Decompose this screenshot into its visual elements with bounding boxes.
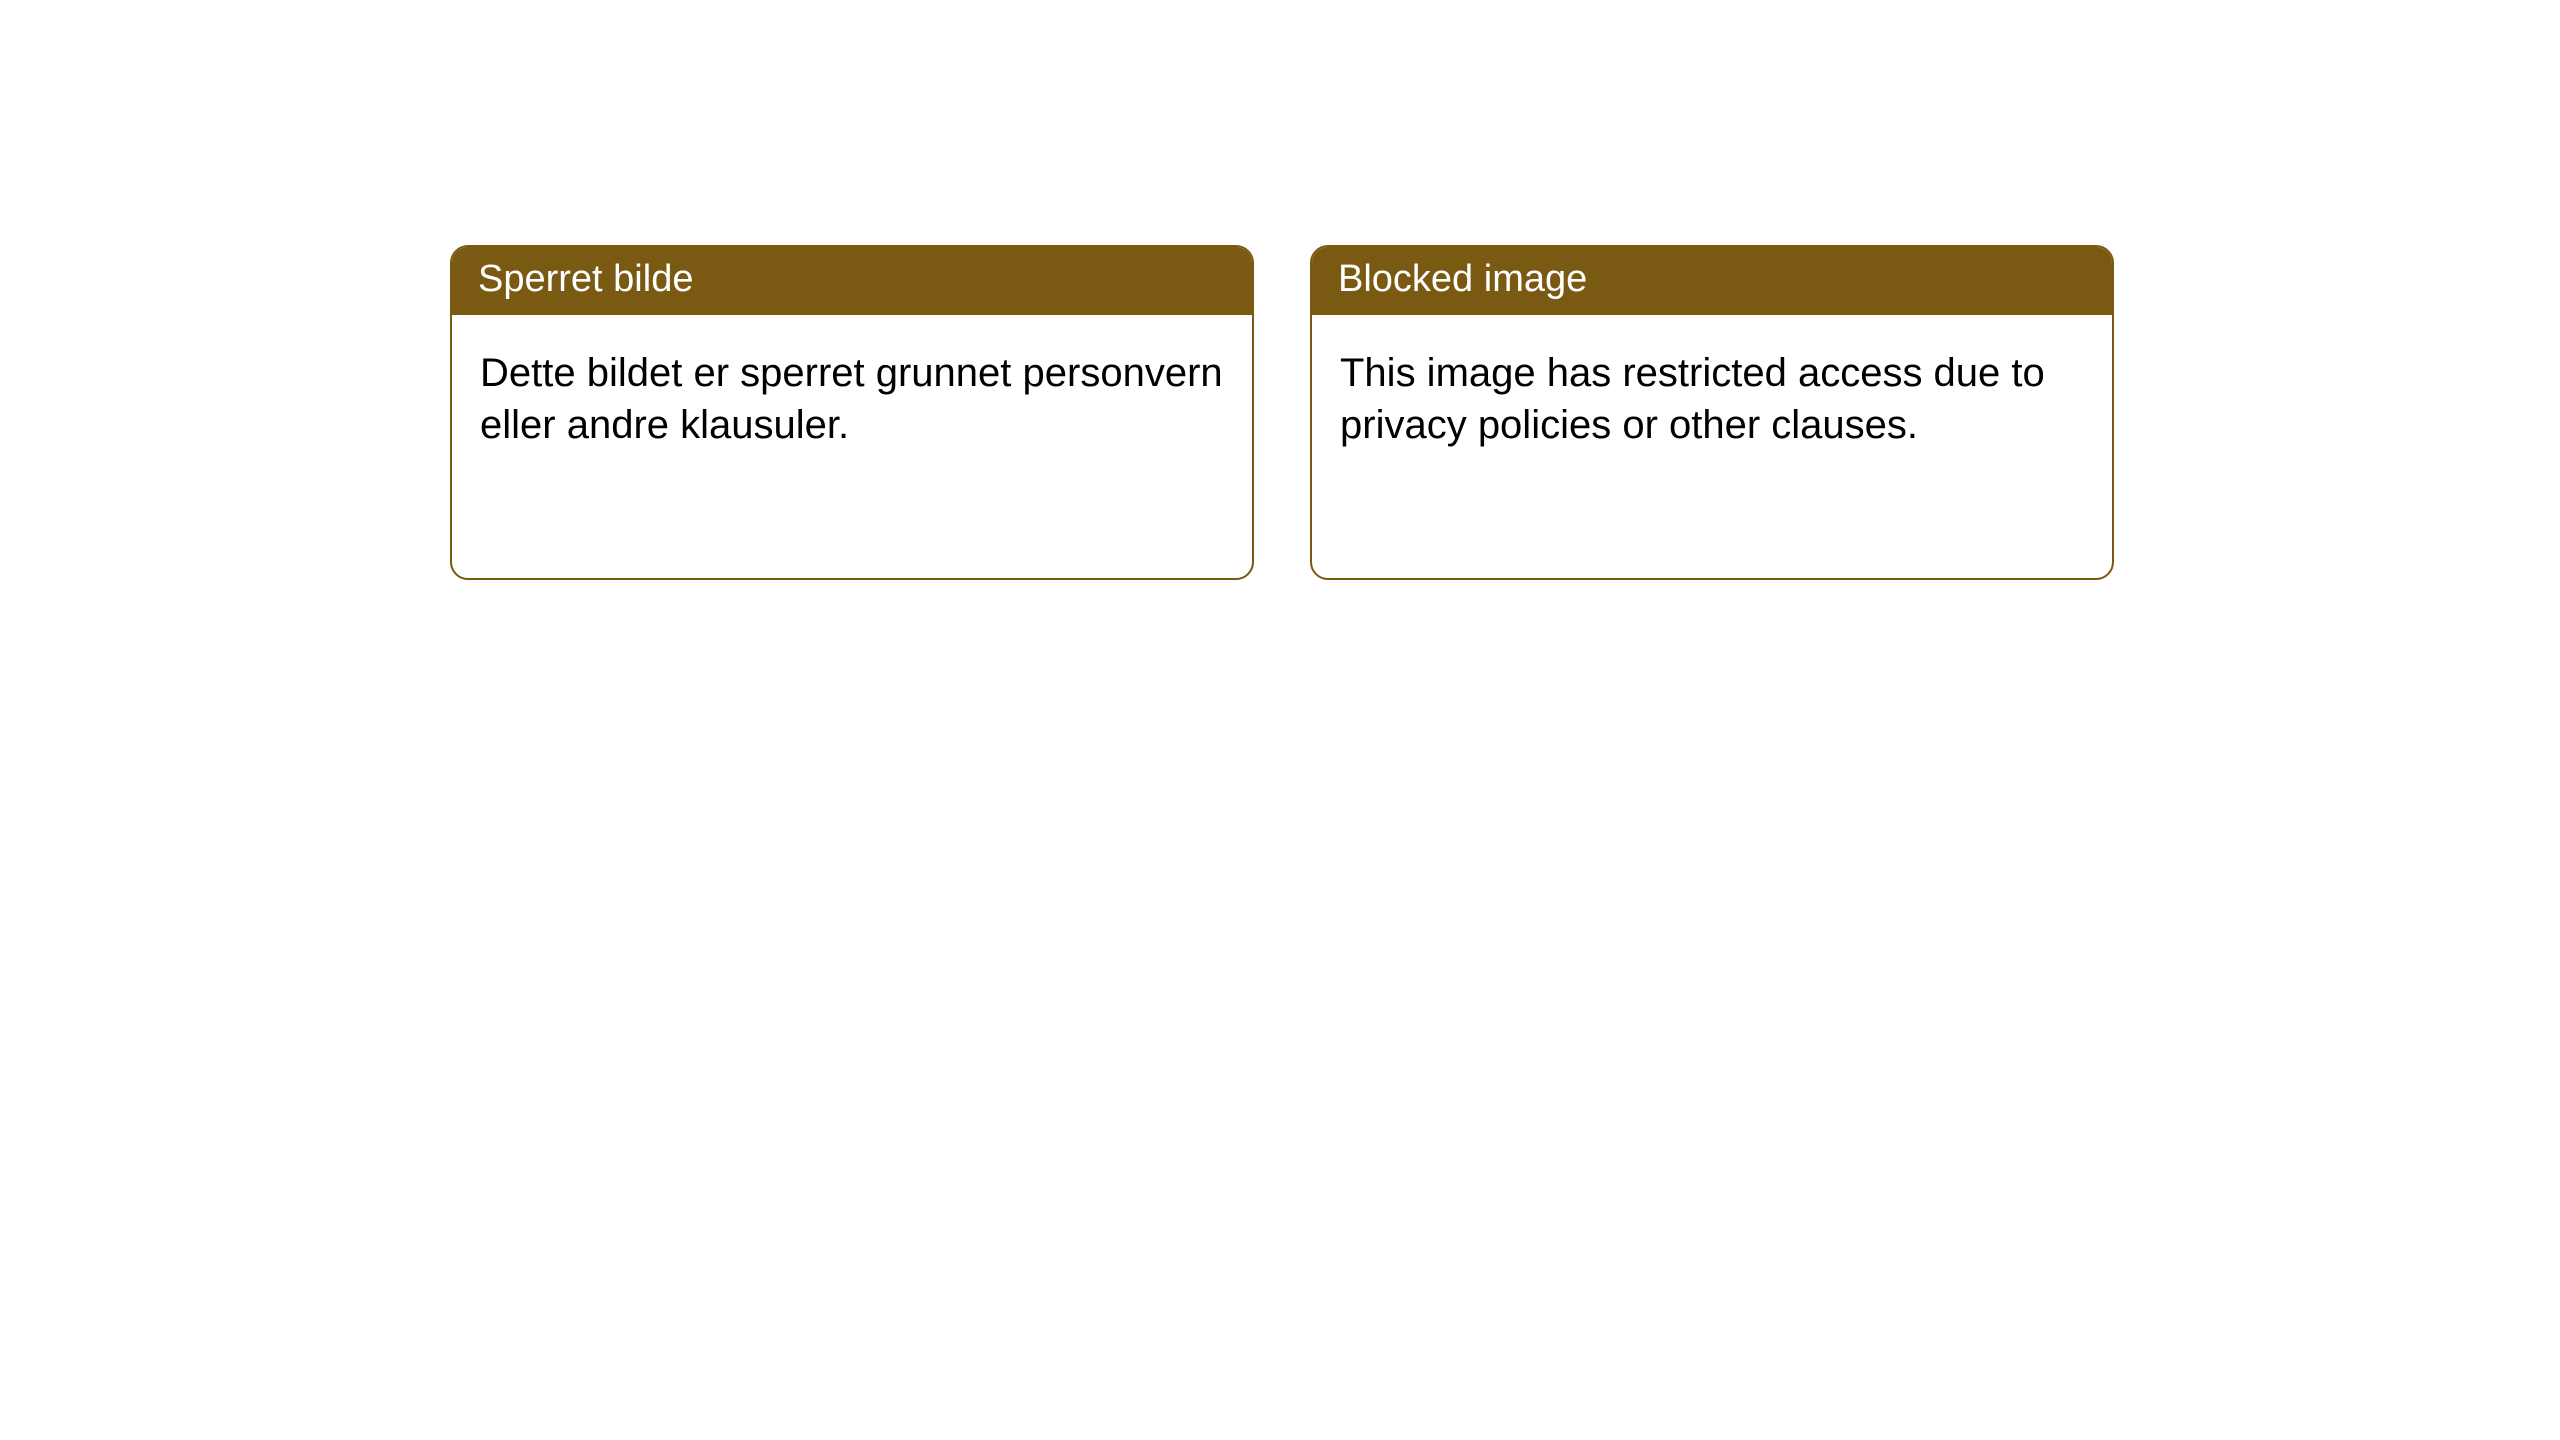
- notice-header-norwegian: Sperret bilde: [452, 247, 1252, 315]
- notice-header-english: Blocked image: [1312, 247, 2112, 315]
- notice-body-norwegian: Dette bildet er sperret grunnet personve…: [452, 315, 1252, 485]
- notice-card-norwegian: Sperret bilde Dette bildet er sperret gr…: [450, 245, 1254, 580]
- notice-cards-container: Sperret bilde Dette bildet er sperret gr…: [450, 245, 2114, 580]
- notice-card-english: Blocked image This image has restricted …: [1310, 245, 2114, 580]
- notice-body-english: This image has restricted access due to …: [1312, 315, 2112, 485]
